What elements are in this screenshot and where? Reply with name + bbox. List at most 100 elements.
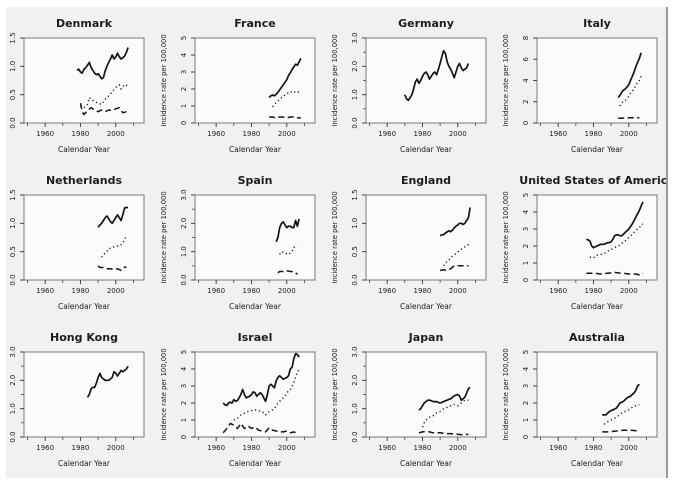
- x-tick-label: 1960: [36, 444, 54, 452]
- series-dashed: [439, 265, 469, 272]
- chart-panel-france: France Incidence rate per 100,000 Calendar…: [157, 7, 326, 163]
- y-tick-label: 2.0: [9, 375, 17, 386]
- y-tick-label: 1: [522, 418, 530, 422]
- chart-panel-svg-italy: Italy Incidence rate per 100,000 Calendar …: [502, 17, 658, 154]
- x-tick-label: 1980: [414, 287, 432, 295]
- x-axis-label: Calendar Year: [58, 302, 111, 311]
- plot-area: [194, 37, 316, 124]
- series-dotted: [101, 235, 128, 258]
- chart-panel-svg-spain: Spain Incidence rate per 100,000 Calendar …: [160, 174, 316, 311]
- y-tick-label: 0.5: [9, 246, 17, 257]
- x-axis-label: Calendar Year: [571, 145, 624, 154]
- chart-panel-svg-denmark: DenmarkIncidence rate per 100,000Calenda…: [9, 17, 145, 154]
- figure-canvas: Denmark Incidence rate per 100,000 Calenda…: [6, 7, 668, 478]
- y-tick-label: 1.0: [9, 403, 17, 414]
- y-tick-label: 0: [522, 435, 530, 439]
- series-dotted: [421, 399, 469, 428]
- y-tick-label: 2.0: [351, 375, 359, 386]
- series-solid: [86, 365, 129, 398]
- x-tick-label: 1980: [414, 130, 432, 138]
- x-tick-label: 1960: [378, 130, 396, 138]
- x-tick-label: 1980: [414, 444, 432, 452]
- series-solid: [418, 386, 471, 411]
- chart-panel-netherlands: NetherlandsIncidence rate per 100,000Cal…: [6, 163, 155, 320]
- series-dotted: [233, 368, 300, 421]
- y-tick-label: 5: [522, 193, 530, 197]
- chart-panel-svg-israel: Israel Incidence rate per 100,000 Calendar…: [160, 331, 316, 468]
- x-tick-label: 1980: [72, 130, 90, 138]
- chart-panel-svg-japan: Japan Incidence rate per 100,000 Calendar …: [331, 331, 487, 468]
- panel-title: United States of America: [519, 174, 668, 187]
- chart-panel-italy: Italy Incidence rate per 100,000 Calendar …: [499, 7, 666, 163]
- y-tick-label: 0.5: [351, 246, 359, 257]
- y-tick-label: 1: [180, 104, 188, 108]
- chart-panel-denmark: DenmarkIncidence rate per 100,000Calenda…: [6, 7, 155, 163]
- y-tick-label: 3.0: [180, 189, 188, 200]
- y-tick-label: 0: [522, 121, 530, 125]
- panel-title: Netherlands: [46, 174, 123, 187]
- panel-title: England: [401, 174, 451, 187]
- y-axis-label: Incidence rate per 100,000: [160, 191, 168, 283]
- x-tick-label: 2000: [107, 130, 125, 138]
- y-axis-label: Incidence rate per 100,000: [502, 191, 510, 283]
- x-axis-label: Calendar Year: [229, 302, 282, 311]
- y-axis-label: Incidence rate per 100,000: [160, 34, 168, 126]
- series-dotted: [619, 76, 642, 107]
- x-tick-label: 1980: [72, 444, 90, 452]
- y-tick-label: 4: [522, 209, 530, 214]
- x-tick-label: 2000: [620, 287, 638, 295]
- y-tick-label: 2: [180, 401, 188, 405]
- y-tick-label: 0: [180, 435, 188, 439]
- y-axis-label: Incidence rate per 100,000: [502, 348, 510, 440]
- chart-panel-germany: Germany Incidence rate per 100,000 Calenda…: [328, 7, 497, 163]
- series-solid: [617, 52, 642, 99]
- x-tick-label: 1960: [207, 287, 225, 295]
- y-tick-label: 0.0: [351, 274, 359, 285]
- x-axis-label: Calendar Year: [229, 459, 282, 468]
- x-tick-label: 1960: [36, 287, 54, 295]
- series-solid: [97, 206, 129, 228]
- y-tick-label: 2: [522, 244, 530, 248]
- plot-area: [194, 194, 316, 281]
- x-tick-label: 1980: [72, 287, 90, 295]
- chart-panel-svg-netherlands: NetherlandsIncidence rate per 100,000Cal…: [9, 174, 145, 311]
- y-tick-label: 5: [522, 350, 530, 354]
- y-tick-label: 3: [522, 227, 530, 231]
- y-tick-label: 0.0: [351, 431, 359, 442]
- series-solid: [586, 201, 644, 249]
- x-tick-label: 2000: [449, 130, 467, 138]
- y-tick-label: 2: [180, 87, 188, 91]
- x-axis-label: Calendar Year: [400, 302, 453, 311]
- x-axis-label: Calendar Year: [400, 145, 453, 154]
- y-tick-label: 5: [180, 36, 188, 40]
- y-tick-label: 6: [522, 56, 530, 61]
- chart-panel-hong-kong: Hong KongIncidence rate per 100,000Calen…: [6, 320, 155, 477]
- panel-title: Spain: [238, 174, 273, 187]
- panel-title: Italy: [583, 17, 611, 30]
- y-tick-label: 3.0: [351, 346, 359, 357]
- y-tick-label: 8: [522, 36, 530, 40]
- series-solid: [275, 218, 300, 243]
- series-solid: [76, 47, 129, 80]
- series-solid: [439, 207, 471, 237]
- x-tick-label: 2000: [278, 444, 296, 452]
- y-tick-label: 1: [180, 418, 188, 422]
- x-tick-label: 2000: [620, 130, 638, 138]
- y-tick-label: 4: [522, 78, 530, 83]
- chart-panel-australia: Australia Incidence rate per 100,000 Calen…: [499, 320, 666, 477]
- y-axis-label: Incidence rate per 100,000: [160, 348, 168, 440]
- y-tick-label: 1.0: [180, 246, 188, 257]
- series-solid: [404, 49, 470, 102]
- chart-panel-svg-australia: Australia Incidence rate per 100,000 Calen…: [502, 331, 658, 468]
- series-dotted: [279, 245, 298, 256]
- x-axis-label: Calendar Year: [400, 459, 453, 468]
- series-dashed: [602, 429, 640, 433]
- y-tick-label: 2.0: [180, 218, 188, 229]
- chart-panel-spain: Spain Incidence rate per 100,000 Calendar …: [157, 163, 326, 320]
- chart-panel-svg-france: France Incidence rate per 100,000 Calendar…: [160, 17, 316, 154]
- chart-panel-england: England Incidence rate per 100,000 Calenda…: [328, 163, 497, 320]
- chart-panel-israel: Israel Incidence rate per 100,000 Calendar…: [157, 320, 326, 477]
- plot-area: [536, 194, 658, 281]
- series-dotted: [603, 404, 640, 425]
- x-tick-label: 1980: [243, 287, 261, 295]
